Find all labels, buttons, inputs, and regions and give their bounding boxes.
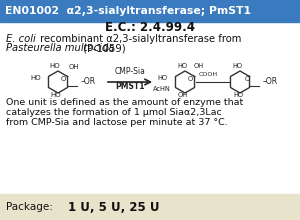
Text: OH: OH — [194, 63, 204, 69]
Bar — [0, 0, 300, 22]
Text: HO: HO — [233, 92, 243, 98]
Text: (P-1059): (P-1059) — [80, 43, 126, 53]
Text: O: O — [244, 76, 250, 82]
Text: OH: OH — [69, 64, 80, 70]
Text: One unit is defined as the amount of enzyme that: One unit is defined as the amount of enz… — [6, 97, 243, 106]
Text: CMP-Sia: CMP-Sia — [115, 67, 146, 76]
Text: HO: HO — [30, 75, 41, 81]
Text: COOH: COOH — [199, 72, 218, 77]
Text: HO: HO — [158, 75, 168, 81]
Text: E. coli: E. coli — [6, 34, 36, 44]
Text: PMST1: PMST1 — [115, 82, 145, 91]
Text: O: O — [188, 76, 193, 82]
Text: from CMP-Sia and lactose per minute at 37 °C.: from CMP-Sia and lactose per minute at 3… — [6, 117, 228, 126]
Text: Package:: Package: — [6, 202, 53, 212]
Text: HO: HO — [177, 63, 187, 69]
Text: catalyzes the formation of 1 μmol Siaα2,3Lac: catalyzes the formation of 1 μmol Siaα2,… — [6, 108, 222, 117]
Text: –OR: –OR — [263, 77, 278, 86]
Text: recombinant α2,3-sialyltransferase from: recombinant α2,3-sialyltransferase from — [37, 34, 242, 44]
Text: Pasteurella multocida: Pasteurella multocida — [6, 43, 114, 53]
Bar — [0, 194, 300, 220]
Text: EN01002  α2,3-sialyltransferase; PmST1: EN01002 α2,3-sialyltransferase; PmST1 — [5, 6, 251, 16]
Text: –OR: –OR — [81, 77, 96, 86]
Text: OH: OH — [178, 92, 188, 98]
Text: AcHN: AcHN — [153, 86, 171, 92]
Text: 1 U, 5 U, 25 U: 1 U, 5 U, 25 U — [68, 200, 160, 213]
Text: E.C.: 2.4.99.4: E.C.: 2.4.99.4 — [105, 20, 195, 33]
Text: HO: HO — [232, 63, 242, 69]
Text: HO: HO — [50, 63, 60, 69]
Text: HO: HO — [51, 92, 61, 98]
Text: O: O — [60, 76, 66, 82]
